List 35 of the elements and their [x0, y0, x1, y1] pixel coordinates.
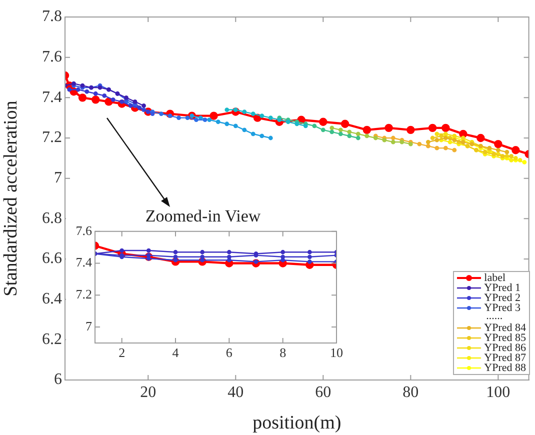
- y-tick-label: 6.8: [42, 210, 62, 227]
- x-tick-label: 40: [228, 384, 244, 401]
- y-tick-label: 7.2: [42, 129, 62, 146]
- x-axis-title: position(m): [252, 412, 342, 434]
- x-tick-label: 10: [330, 345, 343, 360]
- x-tick-label: 6: [226, 345, 233, 360]
- legend-label: YPred 87: [484, 352, 526, 364]
- y-tick-label: 7.4: [76, 254, 92, 270]
- y-tick-label: 6.2: [42, 330, 62, 348]
- legend-label: label: [484, 272, 506, 284]
- y-tick-label: 7: [86, 318, 92, 334]
- legend-label: YPred 1: [484, 282, 520, 294]
- x-tick-label: 4: [172, 345, 180, 360]
- x-tick-label: 20: [140, 384, 156, 401]
- x-tick-label: 60: [315, 384, 332, 401]
- y-tick-label: 7.6: [76, 222, 92, 238]
- y-tick-label: 7.6: [42, 48, 62, 66]
- x-tick-label: 100: [486, 384, 510, 401]
- chart-title: Zoomed-in View: [145, 206, 262, 226]
- legend-label: YPred 84: [484, 322, 526, 334]
- x-tick-label: 8: [280, 345, 286, 360]
- x-tick-label: 2: [118, 345, 126, 360]
- x-tick-label: 80: [402, 384, 419, 401]
- legend-label: YPred 86: [484, 342, 526, 354]
- y-tick-label: 7.2: [76, 286, 92, 302]
- y-tick-label: 6.6: [42, 250, 62, 268]
- y-tick-label: 6: [54, 371, 62, 388]
- legend-label: YPred 88: [484, 362, 526, 374]
- y-tick-label: 7.8: [42, 8, 62, 26]
- legend-label: YPred 85: [484, 332, 526, 344]
- y-tick-label: 7.4: [42, 88, 62, 106]
- y-tick-label: 6.4: [42, 290, 62, 308]
- y-tick-label: 7: [54, 170, 62, 187]
- y-axis-title: Standardized acceleration: [0, 100, 22, 296]
- legend-label: YPred 2: [484, 292, 520, 304]
